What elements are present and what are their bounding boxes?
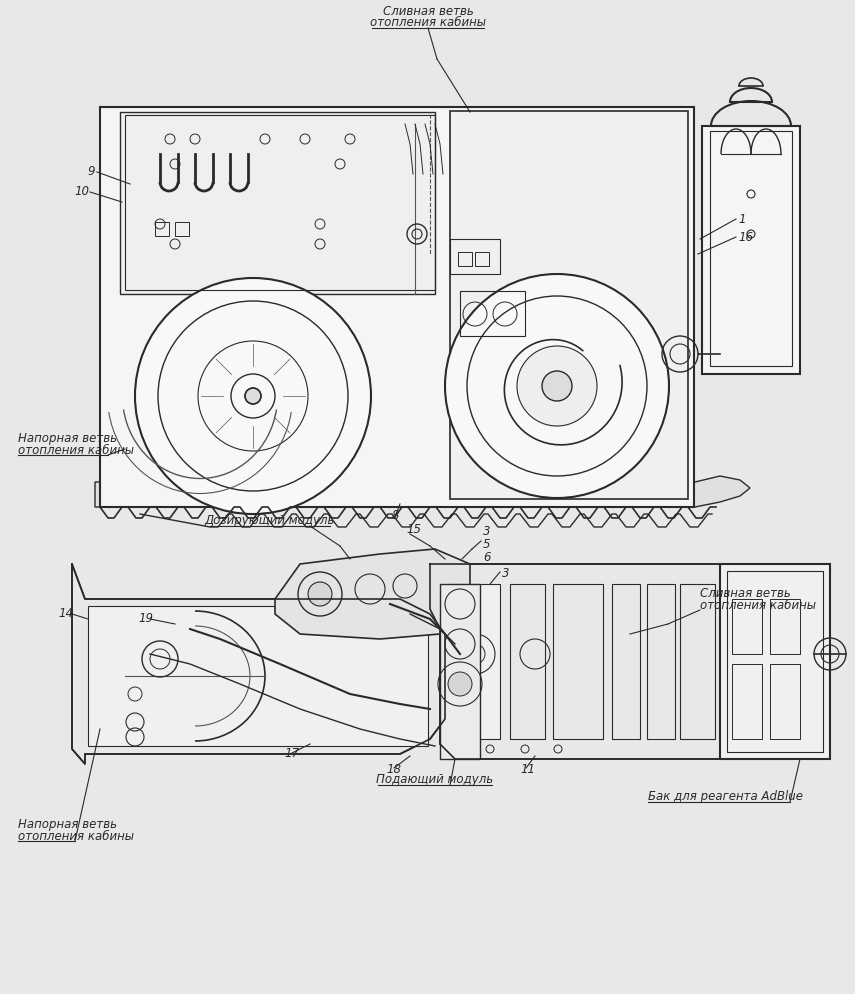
Polygon shape xyxy=(72,565,445,764)
Text: Напорная ветвь: Напорная ветвь xyxy=(18,817,117,830)
Text: 18: 18 xyxy=(386,762,401,775)
Bar xyxy=(680,584,715,740)
Bar xyxy=(727,572,823,752)
Bar xyxy=(702,127,800,375)
Bar xyxy=(770,599,800,654)
Text: отопления кабины: отопления кабины xyxy=(700,598,816,611)
Text: 1: 1 xyxy=(738,213,746,226)
Bar xyxy=(125,116,435,290)
Bar xyxy=(732,664,762,740)
Text: 3: 3 xyxy=(502,567,510,580)
Text: Сливная ветвь: Сливная ветвь xyxy=(700,586,791,599)
Circle shape xyxy=(135,278,371,515)
Text: 19: 19 xyxy=(138,611,153,624)
Text: отопления кабины: отопления кабины xyxy=(370,16,486,29)
Text: 3: 3 xyxy=(483,525,491,538)
Bar xyxy=(720,565,830,759)
Bar xyxy=(450,240,500,274)
Text: 8: 8 xyxy=(392,509,399,522)
Text: Сливная ветвь: Сливная ветвь xyxy=(383,5,474,18)
Bar xyxy=(440,584,480,759)
Text: 14: 14 xyxy=(58,606,73,619)
Polygon shape xyxy=(275,550,470,639)
Text: Дозирующий модуль: Дозирующий модуль xyxy=(205,514,335,527)
Text: 17: 17 xyxy=(284,746,299,759)
Bar xyxy=(175,223,189,237)
Circle shape xyxy=(517,347,597,426)
Bar xyxy=(612,584,640,740)
Bar xyxy=(770,664,800,740)
Bar xyxy=(458,252,472,266)
Text: 10: 10 xyxy=(74,185,89,198)
Bar xyxy=(460,291,525,337)
Polygon shape xyxy=(95,476,750,508)
Text: 15: 15 xyxy=(406,523,421,536)
Bar xyxy=(732,599,762,654)
Circle shape xyxy=(245,389,261,405)
Bar xyxy=(647,584,675,740)
Bar xyxy=(475,252,489,266)
Circle shape xyxy=(308,582,332,606)
Text: 9: 9 xyxy=(87,165,95,178)
Polygon shape xyxy=(430,565,720,759)
Text: Бак для реагента AdBlue: Бак для реагента AdBlue xyxy=(648,789,803,802)
Text: Подающий модуль: Подающий модуль xyxy=(376,772,493,785)
Bar xyxy=(450,584,500,740)
Bar xyxy=(510,584,545,740)
Bar xyxy=(155,223,169,237)
Bar xyxy=(450,112,688,500)
Bar xyxy=(710,132,792,367)
Text: 11: 11 xyxy=(520,762,535,775)
Text: отопления кабины: отопления кабины xyxy=(18,829,134,842)
Text: 16: 16 xyxy=(738,231,753,244)
Bar xyxy=(553,584,603,740)
Circle shape xyxy=(542,372,572,402)
Circle shape xyxy=(448,672,472,697)
Bar xyxy=(100,108,694,508)
Text: 6: 6 xyxy=(483,551,491,564)
Text: Напорная ветвь: Напорная ветвь xyxy=(18,431,117,444)
Polygon shape xyxy=(100,294,460,505)
Circle shape xyxy=(445,274,669,499)
Bar xyxy=(120,113,435,294)
Text: 5: 5 xyxy=(483,538,491,551)
Bar xyxy=(88,606,428,746)
Text: отопления кабины: отопления кабины xyxy=(18,443,134,456)
